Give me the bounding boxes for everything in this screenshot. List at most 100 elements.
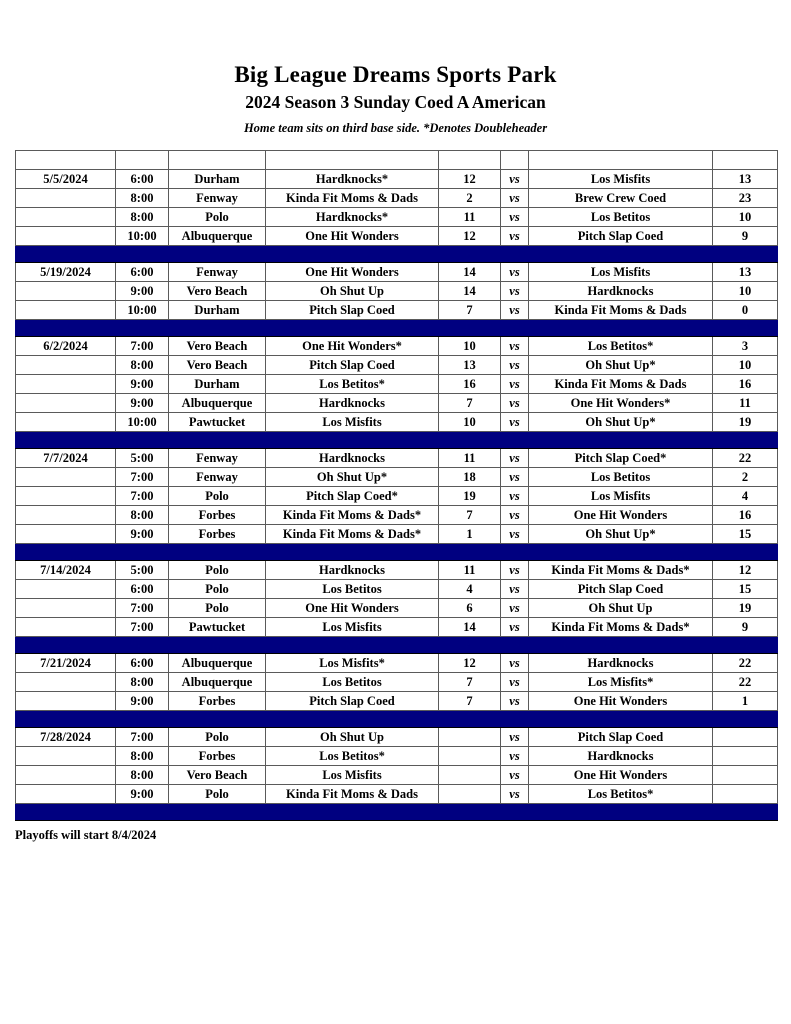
cell-date bbox=[15, 505, 116, 525]
cell-away-team: Los Misfits bbox=[528, 262, 713, 282]
cell-time: 8:00 bbox=[115, 505, 169, 525]
spacer-cell bbox=[438, 543, 501, 561]
cell-home-team: Pitch Slap Coed* bbox=[265, 486, 439, 506]
spacer-cell bbox=[115, 431, 169, 449]
cell-home-score bbox=[438, 727, 501, 747]
spacer-cell bbox=[168, 710, 266, 728]
cell-home-team: Oh Shut Up* bbox=[265, 467, 439, 487]
spacer-cell bbox=[115, 245, 169, 263]
cell-away-team: Pitch Slap Coed bbox=[528, 226, 713, 246]
cell-away-score: 22 bbox=[712, 672, 778, 692]
cell-away-score: 9 bbox=[712, 226, 778, 246]
cell-time: 8:00 bbox=[115, 188, 169, 208]
cell-vs: vs bbox=[500, 300, 529, 320]
cell-vs: vs bbox=[500, 169, 529, 189]
game-row: 10:00 Durham Pitch Slap Coed 7 vs Kinda Fit M… bbox=[15, 300, 778, 320]
game-row: 6:00 Polo Los Betitos 4 vs Pitch Slap Coed 15 bbox=[15, 579, 778, 599]
cell-replica: Polo bbox=[168, 784, 266, 804]
cell-replica: Vero Beach bbox=[168, 355, 266, 375]
cell-time: 8:00 bbox=[115, 355, 169, 375]
cell-date bbox=[15, 188, 116, 208]
cell-away-team: Hardknocks bbox=[528, 746, 713, 766]
game-row: 9:00 Vero Beach Oh Shut Up 14 vs Hardknocks 10 bbox=[15, 281, 778, 301]
cell-away-score: 16 bbox=[712, 505, 778, 525]
cell-home-score: 13 bbox=[438, 355, 501, 375]
cell-replica: Fenway bbox=[168, 262, 266, 282]
spacer-cell bbox=[168, 431, 266, 449]
spacer-cell bbox=[528, 636, 713, 654]
playoffs-note: Playoffs will start 8/4/2024 bbox=[15, 828, 157, 842]
game-row: 8:00 Fenway Kinda Fit Moms & Dads 2 vs Brew C… bbox=[15, 188, 778, 208]
cell-replica: Fenway bbox=[168, 467, 266, 487]
cell-date bbox=[15, 486, 116, 506]
cell-date bbox=[15, 691, 116, 711]
game-row: 9:00 Albuquerque Hardknocks 7 vs One Hit Wond… bbox=[15, 393, 778, 413]
cell-time: 10:00 bbox=[115, 226, 169, 246]
cell-home-score: 7 bbox=[438, 691, 501, 711]
cell-away-score: 3 bbox=[712, 336, 778, 356]
spacer-cell bbox=[712, 710, 778, 728]
cell-home-score: 2 bbox=[438, 188, 501, 208]
cell-date bbox=[15, 524, 116, 544]
spacer-cell bbox=[438, 636, 501, 654]
cell-replica: Polo bbox=[168, 598, 266, 618]
cell-time: 8:00 bbox=[115, 672, 169, 692]
cell-home-team: Los Misfits bbox=[265, 412, 439, 432]
cell-time: 7:00 bbox=[115, 617, 169, 637]
spacer-cell bbox=[168, 543, 266, 561]
cell-home-score: 4 bbox=[438, 579, 501, 599]
game-row: 9:00 Polo Kinda Fit Moms & Dads vs Los Betit… bbox=[15, 784, 778, 804]
cell-vs: vs bbox=[500, 281, 529, 301]
spacer-cell bbox=[712, 803, 778, 821]
spacer-cell bbox=[528, 543, 713, 561]
cell-away-score bbox=[712, 765, 778, 785]
cell-date bbox=[15, 355, 116, 375]
cell-date: 7/14/2024 bbox=[15, 560, 116, 580]
cell-away-team: Los Betitos* bbox=[528, 784, 713, 804]
cell-away-team: Kinda Fit Moms & Dads bbox=[528, 300, 713, 320]
column-header-home-score: Score bbox=[438, 150, 501, 170]
game-row: 7:00 Polo One Hit Wonders 6 vs Oh Shut Up 19 bbox=[15, 598, 778, 618]
spacer-cell bbox=[712, 245, 778, 263]
cell-away-team: Hardknocks bbox=[528, 281, 713, 301]
cell-home-team: Los Betitos bbox=[265, 579, 439, 599]
cell-away-team: Oh Shut Up bbox=[528, 598, 713, 618]
cell-home-team: Hardknocks* bbox=[265, 169, 439, 189]
schedule-table: Date Time Replica Home Team Score Away T… bbox=[15, 150, 778, 821]
cell-replica: Forbes bbox=[168, 746, 266, 766]
game-row: 5/5/2024 6:00 Durham Hardknocks* 12 vs Los Mis… bbox=[15, 169, 778, 189]
cell-replica: Pawtucket bbox=[168, 412, 266, 432]
cell-home-team: Los Betitos* bbox=[265, 374, 439, 394]
cell-home-score: 10 bbox=[438, 336, 501, 356]
cell-vs: vs bbox=[500, 226, 529, 246]
cell-away-score: 19 bbox=[712, 412, 778, 432]
cell-home-score: 10 bbox=[438, 412, 501, 432]
cell-vs: vs bbox=[500, 336, 529, 356]
cell-away-score: 2 bbox=[712, 467, 778, 487]
cell-vs: vs bbox=[500, 448, 529, 468]
cell-replica: Fenway bbox=[168, 188, 266, 208]
spacer-cell bbox=[15, 319, 116, 337]
game-row: 10:00 Albuquerque One Hit Wonders 12 vs Pitch… bbox=[15, 226, 778, 246]
cell-home-team: Los Betitos bbox=[265, 672, 439, 692]
cell-date bbox=[15, 207, 116, 227]
cell-home-team: One Hit Wonders* bbox=[265, 336, 439, 356]
cell-date bbox=[15, 598, 116, 618]
cell-home-score: 7 bbox=[438, 393, 501, 413]
cell-home-score: 19 bbox=[438, 486, 501, 506]
cell-vs: vs bbox=[500, 784, 529, 804]
cell-date bbox=[15, 393, 116, 413]
spacer-cell bbox=[500, 319, 529, 337]
spacer-cell bbox=[712, 319, 778, 337]
spacer-cell bbox=[265, 803, 439, 821]
game-row: 7/14/2024 5:00 Polo Hardknocks 11 vs Kinda Fit… bbox=[15, 560, 778, 580]
cell-home-score: 11 bbox=[438, 560, 501, 580]
cell-replica: Vero Beach bbox=[168, 336, 266, 356]
cell-home-score: 14 bbox=[438, 281, 501, 301]
game-row: 10:00 Pawtucket Los Misfits 10 vs Oh Shut Up*… bbox=[15, 412, 778, 432]
spacer-cell bbox=[15, 710, 116, 728]
cell-away-score: 15 bbox=[712, 524, 778, 544]
cell-home-team: Hardknocks* bbox=[265, 207, 439, 227]
game-row: 8:00 Vero Beach Los Misfits vs One Hit Wonde… bbox=[15, 765, 778, 785]
game-row: 7:00 Pawtucket Los Misfits 14 vs Kinda Fit Mo… bbox=[15, 617, 778, 637]
